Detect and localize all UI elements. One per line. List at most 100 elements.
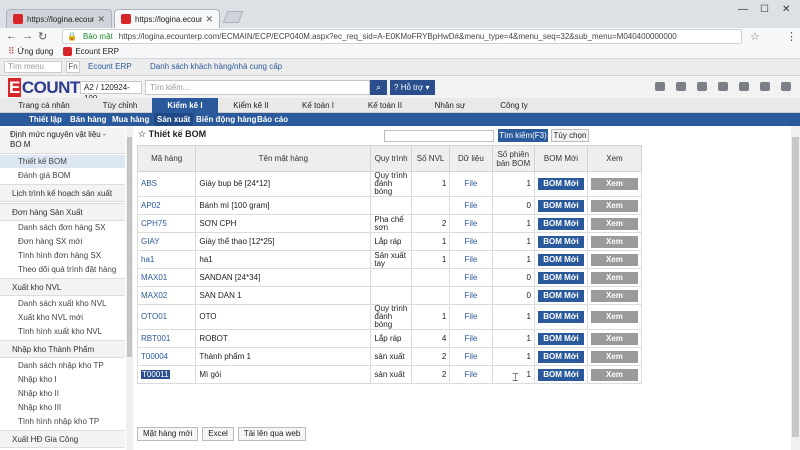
- new-bom-button[interactable]: BOM Mới: [537, 199, 584, 212]
- video-icon[interactable]: [676, 82, 686, 91]
- item-code-link[interactable]: MAX02: [136, 286, 197, 305]
- sidebar-item[interactable]: Tình hình nhập kho TP: [18, 417, 100, 426]
- sidebar-group-material-issue[interactable]: Xuất kho NVL: [0, 278, 125, 296]
- file-link[interactable]: File: [449, 268, 493, 287]
- tab-inventory-1[interactable]: Kiểm kê I: [152, 98, 218, 113]
- new-bom-button[interactable]: BOM Mới: [537, 235, 584, 248]
- fn-button[interactable]: Fn: [66, 61, 80, 73]
- view-button[interactable]: Xem: [590, 217, 638, 230]
- new-bom-button[interactable]: BOM Mới: [537, 271, 584, 284]
- close-window-icon[interactable]: ✕: [782, 4, 791, 15]
- sidebar-item-bom-design[interactable]: Thiết kế BOM: [0, 155, 125, 168]
- favorite-menu-link[interactable]: Danh sách khách hàng/nhà cung cấp: [150, 62, 283, 71]
- item-code-link[interactable]: MAX01: [136, 268, 197, 287]
- new-item-button[interactable]: Mặt hàng mới: [137, 427, 199, 441]
- search-icon[interactable]: ⌕: [370, 80, 387, 95]
- item-code-link[interactable]: ha1: [136, 250, 197, 269]
- new-bom-button[interactable]: BOM Mới: [537, 368, 584, 381]
- file-link[interactable]: File: [449, 286, 493, 305]
- file-link[interactable]: File: [449, 171, 493, 197]
- sidebar-item[interactable]: Theo dõi quá trình đặt hàng SX: [18, 265, 117, 287]
- star-icon[interactable]: ☆: [138, 129, 147, 139]
- col-header-process[interactable]: Quy trình: [370, 145, 412, 172]
- sidebar-item[interactable]: Danh sách xuất kho NVL: [18, 299, 107, 308]
- file-link[interactable]: File: [449, 232, 493, 251]
- sidebar-item[interactable]: Nhập kho II: [18, 389, 59, 398]
- ecount-logo[interactable]: E COUNT: [8, 78, 80, 98]
- view-button[interactable]: Xem: [590, 178, 638, 190]
- browser-tab-1[interactable]: https://logina.ecounterp.com ✕: [6, 9, 112, 28]
- bell-icon[interactable]: [655, 82, 665, 91]
- minimize-icon[interactable]: —: [738, 4, 748, 15]
- sidebar-item[interactable]: Nhập kho I: [18, 375, 57, 384]
- item-code-link[interactable]: AP02: [136, 196, 197, 215]
- new-bom-button[interactable]: BOM Mới: [537, 253, 584, 266]
- item-code-link[interactable]: CPH75: [136, 214, 197, 233]
- file-link[interactable]: File: [449, 329, 493, 348]
- search-input[interactable]: Tìm kiếm...: [145, 80, 370, 95]
- settings-icon[interactable]: [760, 82, 770, 91]
- tab-inventory-2[interactable]: Kiểm kê II: [233, 101, 269, 110]
- new-bom-button[interactable]: BOM Mới: [537, 289, 584, 302]
- sidebar-group-schedule[interactable]: Lịch trình kế hoạch sản xuất: [0, 184, 125, 202]
- bookmark-ecount[interactable]: Ecount ERP: [63, 47, 119, 56]
- sidebar-item-bom-review[interactable]: Đánh giá BOM: [18, 171, 71, 180]
- web-upload-button[interactable]: Tải lên qua web: [237, 427, 307, 441]
- sidebar-item[interactable]: Tình hình xuất kho NVL: [18, 327, 103, 336]
- search-button[interactable]: Tìm kiếm(F3): [498, 129, 548, 142]
- options-button[interactable]: Tùy chọn: [551, 129, 589, 142]
- item-code-link[interactable]: GIAY: [136, 232, 197, 251]
- sidebar-group-bom[interactable]: Định mức nguyên vật liệu - BO M: [0, 128, 125, 154]
- chat-icon[interactable]: [718, 82, 728, 91]
- view-button[interactable]: Xem: [590, 253, 638, 266]
- ecount-erp-link[interactable]: Ecount ERP: [88, 62, 132, 71]
- sidebar-group-production-orders[interactable]: Đơn hàng Sản Xuất: [0, 203, 125, 221]
- col-header-versions[interactable]: Số phiên bản BOM: [491, 145, 535, 172]
- back-icon[interactable]: ←: [6, 30, 17, 42]
- view-button[interactable]: Xem: [590, 199, 638, 212]
- view-button[interactable]: Xem: [590, 311, 638, 323]
- view-button[interactable]: Xem: [590, 332, 638, 345]
- sidebar-item[interactable]: Danh sách nhập kho TP: [18, 361, 104, 370]
- maximize-icon[interactable]: ☐: [760, 4, 769, 15]
- tab-hr[interactable]: Nhân sự: [434, 101, 466, 110]
- tab-accounting-1[interactable]: Kế toán I: [301, 101, 335, 110]
- reload-icon[interactable]: ↻: [38, 31, 48, 43]
- view-button[interactable]: Xem: [590, 271, 638, 284]
- item-code-link[interactable]: T00004: [136, 347, 197, 366]
- sidebar-item[interactable]: Xuất kho NVL mới: [18, 313, 83, 322]
- col-header-data[interactable]: Dữ liệu: [449, 145, 493, 172]
- subtab-stock-movement[interactable]: Biến động hàng: [196, 115, 257, 124]
- item-code-link[interactable]: OTO01: [136, 304, 197, 330]
- new-bom-button[interactable]: BOM Mới: [537, 311, 584, 323]
- sidebar-item[interactable]: Danh sách đơn hàng SX: [18, 223, 106, 232]
- view-button[interactable]: Xem: [590, 368, 638, 381]
- new-bom-button[interactable]: BOM Mới: [537, 217, 584, 230]
- view-button[interactable]: Xem: [590, 235, 638, 248]
- excel-button[interactable]: Excel: [202, 427, 234, 441]
- new-tab-button[interactable]: [222, 11, 244, 23]
- mail-icon[interactable]: [697, 82, 707, 91]
- menu-icon[interactable]: ⋮: [786, 31, 797, 43]
- file-link[interactable]: File: [449, 304, 493, 330]
- sidebar-item[interactable]: Đơn hàng SX mới: [18, 237, 83, 246]
- file-link[interactable]: File: [449, 196, 493, 215]
- sidebar-item[interactable]: Nhập kho III: [18, 403, 62, 412]
- tab-accounting-2[interactable]: Kế toán II: [367, 101, 403, 110]
- file-link[interactable]: File: [449, 365, 493, 384]
- main-scroll-thumb[interactable]: [792, 137, 799, 437]
- subtab-report[interactable]: Báo cáo: [257, 115, 289, 124]
- item-code-link[interactable]: RBT001: [136, 329, 197, 348]
- subtab-production[interactable]: Sản xuất: [154, 113, 194, 126]
- close-icon[interactable]: ✕: [205, 13, 213, 24]
- sidebar-group-finished-goods[interactable]: Nhập kho Thành Phẩm: [0, 340, 125, 358]
- file-link[interactable]: File: [449, 214, 493, 233]
- new-bom-button[interactable]: BOM Mới: [537, 178, 584, 190]
- subtab-sales[interactable]: Bán hàng: [70, 115, 107, 124]
- url-field[interactable]: 🔒 Bảo mật https://logina.ecounterp.com/E…: [62, 29, 742, 44]
- sidebar-group-outsourcing[interactable]: Xuất HĐ Gia Công: [0, 430, 125, 448]
- sidebar-item[interactable]: Tình hình đơn hàng SX: [18, 251, 102, 260]
- menu-search-input[interactable]: Tìm menu: [4, 61, 62, 73]
- tab-personal[interactable]: Trang cá nhân: [18, 101, 70, 110]
- calendar-icon[interactable]: [739, 82, 749, 91]
